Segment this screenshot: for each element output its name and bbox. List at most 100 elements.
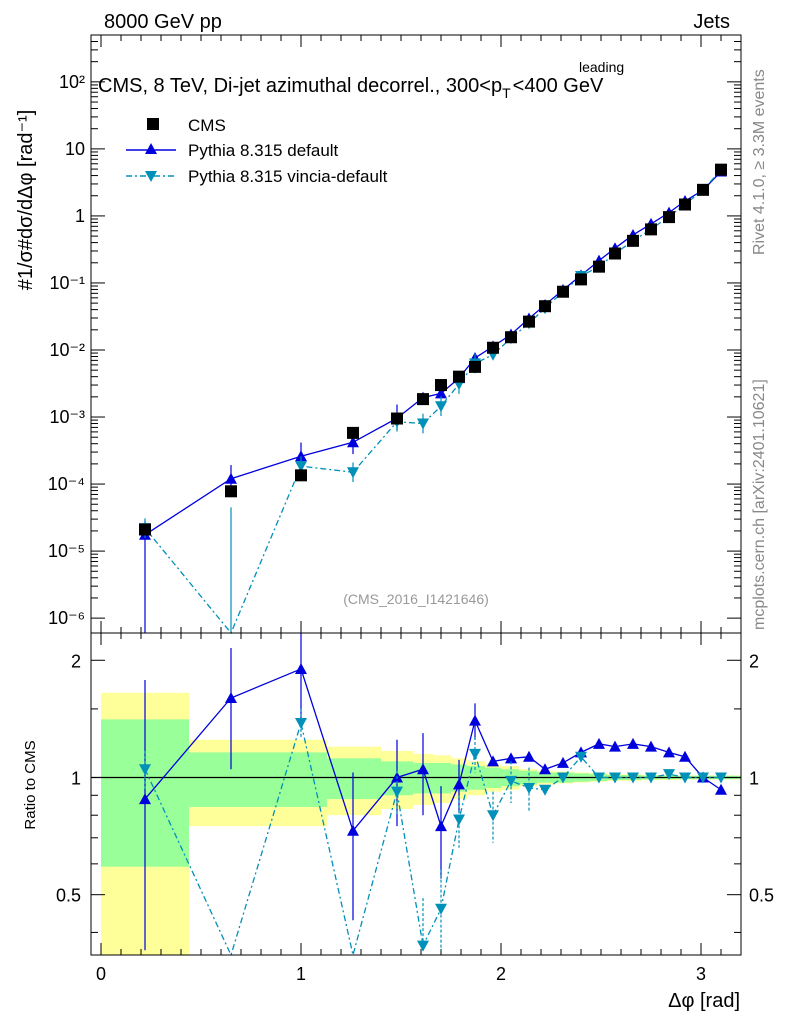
plot-title-sub: T xyxy=(502,85,511,101)
legend-mc1-label: Pythia 8.315 default xyxy=(188,141,339,160)
mc2-ratio-point xyxy=(139,764,151,776)
mc2-ratio-point xyxy=(557,772,569,784)
y-tick-label-upper: 10⁻¹ xyxy=(49,273,85,293)
y-axis-label-lower: Ratio to CMS xyxy=(22,740,39,829)
data-point xyxy=(453,370,465,383)
y-tick-label-lower: 0.5 xyxy=(56,886,81,906)
y-tick-label-upper: 1 xyxy=(75,206,85,226)
band-inner xyxy=(327,758,381,800)
data-point xyxy=(469,360,481,373)
data-point xyxy=(679,198,691,211)
mc1-ratio-point xyxy=(645,740,657,752)
plot-title-end: <400 GeV xyxy=(513,75,604,97)
lower-plot-frame xyxy=(90,632,742,956)
data-point xyxy=(593,260,605,273)
mc1-ratio-point xyxy=(225,692,237,704)
mc2-ratio-point xyxy=(593,772,605,784)
mc2-ratio-point xyxy=(539,784,551,796)
mc1-ratio-point xyxy=(435,820,447,832)
plot-title-sup: leading xyxy=(579,59,624,75)
mc2-ratio-point xyxy=(697,772,709,784)
mc1-ratio-point xyxy=(487,755,499,767)
side-label-mcplots: mcplots.cern.ch [arXiv:2401.10621] xyxy=(751,379,768,630)
x-axis-label: Δφ [rad] xyxy=(668,990,740,1012)
mc2-ratio-point xyxy=(679,772,691,784)
y-axis-label-upper: #1/σ#dσ/dΔφ [rad⁻¹] xyxy=(15,110,37,291)
y-tick-label-upper: 10⁻² xyxy=(49,340,85,360)
data-point xyxy=(557,285,569,298)
header-right-label: Jets xyxy=(693,11,730,33)
mc2-point xyxy=(347,467,359,479)
data-point xyxy=(609,247,621,260)
x-tick-label: 1 xyxy=(296,964,306,984)
data-point xyxy=(505,331,517,344)
data-point xyxy=(523,315,535,328)
mc1-ratio-point xyxy=(539,763,551,775)
y-tick-label-upper: 10⁻⁶ xyxy=(48,608,85,628)
y-tick-label-upper: 10 xyxy=(65,139,85,159)
mc2-ratio-point xyxy=(575,751,587,763)
mc1-ratio-point xyxy=(505,752,517,764)
legend: CMS Pythia 8.315 default Pythia 8.315 vi… xyxy=(126,116,388,186)
mc2-point xyxy=(417,418,429,430)
mc1-point xyxy=(435,387,447,399)
plot-title: CMS, 8 TeV, Di-jet azimuthal decorrel., … xyxy=(98,75,604,101)
mc1-ratio-point xyxy=(609,740,621,752)
data-point xyxy=(715,163,727,176)
mc1-ratio-point xyxy=(663,746,675,758)
y-tick-label-lower-right: 1 xyxy=(749,768,759,788)
band-inner xyxy=(433,762,451,794)
series-layer xyxy=(139,163,727,957)
mc1-ratio-point xyxy=(453,778,465,790)
mc2-ratio-point xyxy=(391,786,403,798)
mc1-ratio-point xyxy=(295,662,307,674)
x-tick-label: 3 xyxy=(696,964,706,984)
mc2-point xyxy=(295,461,307,473)
x-tick-label: 0 xyxy=(96,964,106,984)
data-point xyxy=(435,379,447,392)
mc1-ratio-point xyxy=(557,756,569,768)
plot-title-main: CMS, 8 TeV, Di-jet azimuthal decorrel., … xyxy=(98,75,502,97)
data-point xyxy=(663,211,675,224)
mc1-ratio-point xyxy=(593,737,605,749)
mc1-ratio-point xyxy=(139,793,151,805)
data-point xyxy=(645,223,657,236)
mc2-ratio-point xyxy=(715,772,727,784)
data-point xyxy=(295,469,307,482)
y-tick-label-lower-right: 0.5 xyxy=(749,886,774,906)
mc1-point xyxy=(295,450,307,462)
data-point xyxy=(627,234,639,247)
mc1-point xyxy=(225,472,237,484)
header-left-label: 8000 GeV pp xyxy=(104,11,222,33)
mc2-ratio-point xyxy=(417,940,429,952)
band-inner xyxy=(189,752,327,807)
mc2-ratio-point xyxy=(523,782,535,794)
mc1-ratio-point xyxy=(469,714,481,726)
data-point xyxy=(347,426,359,439)
mc2-ratio-point xyxy=(663,769,675,781)
legend-data-marker xyxy=(147,118,159,130)
data-point xyxy=(391,412,403,425)
mc1-ratio-point xyxy=(679,750,691,762)
mc2-ratio-point xyxy=(435,903,447,915)
mc1-ratio-point xyxy=(627,737,639,749)
mc1-ratio-point xyxy=(417,763,429,775)
x-tick-label: 2 xyxy=(496,964,506,984)
data-point xyxy=(139,523,151,536)
legend-mc2-label: Pythia 8.315 vincia-default xyxy=(188,167,388,186)
data-point xyxy=(575,273,587,286)
axes-ticks: 0 1 2 3 10⁻⁶ 10⁻⁵ 10⁻⁴ 10⁻³ 10⁻² 10⁻¹ 1 10 10² 0.5 0.5… xyxy=(48,34,774,984)
mc2-ratio-point xyxy=(469,748,481,760)
y-tick-label-lower: 2 xyxy=(71,651,81,671)
data-point xyxy=(487,341,499,354)
data-point xyxy=(417,393,429,406)
ratio-uncertainty-bands xyxy=(101,692,741,955)
mc2-ratio-point xyxy=(627,772,639,784)
y-tick-label-lower-right: 2 xyxy=(749,651,759,671)
legend-mc2-marker xyxy=(145,171,157,182)
mc2-ratio-point xyxy=(505,775,517,787)
mc1-point xyxy=(347,436,359,448)
y-tick-label-lower: 1 xyxy=(71,768,81,788)
mc2-ratio-point xyxy=(295,718,307,730)
